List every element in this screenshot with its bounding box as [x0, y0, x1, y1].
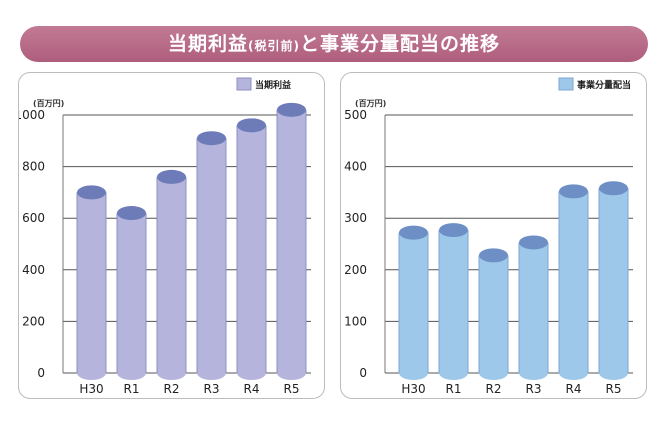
y-tick-label: 200: [344, 263, 367, 277]
bar-base: [479, 366, 508, 380]
bar-base: [117, 366, 146, 380]
x-tick-label: H30: [401, 382, 425, 396]
bar-body: [157, 176, 186, 373]
bar-base: [599, 366, 628, 380]
bar-top: [519, 235, 548, 250]
x-tick-label: H30: [79, 382, 103, 396]
bar-body: [77, 192, 106, 373]
y-tick-label: 400: [344, 160, 367, 174]
y-tick-label: 400: [22, 263, 45, 277]
bar: [156, 169, 187, 380]
bar-base: [399, 366, 428, 380]
bar: [76, 185, 107, 380]
bar-body: [237, 125, 266, 373]
bar-top: [479, 248, 508, 263]
y-tick-label: 0: [359, 366, 367, 380]
y-tick-label: 200: [22, 314, 45, 328]
bar-base: [237, 366, 266, 380]
profit-chart: (百万円) 0 200 400 600 800 1000 当期利益 H30 R1 R2 R3 R4 R5: [19, 77, 311, 396]
bar: [518, 235, 549, 380]
unit-label: (百万円): [355, 99, 386, 108]
x-tick-label: R1: [446, 382, 462, 396]
x-tick-label: R1: [124, 382, 140, 396]
bar-body: [399, 232, 428, 373]
title-main-1: 当期利益: [167, 33, 248, 55]
bar: [276, 102, 307, 380]
bar: [478, 248, 509, 380]
y-tick-label: 600: [22, 211, 45, 225]
x-tick-label: R4: [566, 382, 582, 396]
profit-chart-panel: (百万円) 0 200 400 600 800 1000 当期利益 H30 R1 R2 R3 R4 R5: [18, 72, 325, 399]
legend-label: 事業分量配当: [577, 79, 631, 91]
bar-base: [277, 366, 306, 380]
bar-top: [559, 184, 588, 199]
title-small: (税引前): [248, 39, 300, 53]
title-main-2: と事業分量配当の推移: [299, 33, 500, 55]
y-tick-label: 500: [344, 108, 367, 122]
bar: [438, 223, 469, 380]
bar-top: [197, 131, 226, 146]
y-tick-label: 0: [37, 366, 45, 380]
chart-title-banner: 当期利益(税引前)と事業分量配当の推移: [20, 26, 648, 62]
x-tick-label: R5: [606, 382, 622, 396]
x-tick-label: R2: [486, 382, 502, 396]
x-tick-label: R2: [164, 382, 180, 396]
bar-top: [77, 185, 106, 200]
bar-body: [117, 213, 146, 373]
dividend-chart: (百万円) 0 100 200 300 400 500 事業分量配当 H30 R1 R2 R3 R4 R5: [344, 77, 633, 396]
bar-base: [77, 366, 106, 380]
bar-body: [479, 255, 508, 373]
unit-label: (百万円): [33, 99, 64, 108]
bar-top: [157, 169, 186, 184]
x-tick-label: R3: [204, 382, 220, 396]
y-tick-label: 800: [22, 160, 45, 174]
bar-body: [197, 138, 226, 373]
bar-top: [399, 225, 428, 240]
bar-top: [439, 223, 468, 238]
y-tick-label: 300: [344, 211, 367, 225]
x-tick-label: R5: [284, 382, 300, 396]
bar: [558, 184, 589, 380]
bar-body: [277, 109, 306, 373]
bar-base: [559, 366, 588, 380]
bar-top: [277, 102, 306, 117]
y-tick-label: 100: [344, 314, 367, 328]
bar-base: [197, 366, 226, 380]
x-tick-label: R3: [526, 382, 542, 396]
bar-base: [157, 366, 186, 380]
bar: [236, 118, 267, 380]
bar: [398, 225, 429, 380]
dividend-chart-panel: (百万円) 0 100 200 300 400 500 事業分量配当 H30 R1 R2 R3 R4 R5: [340, 72, 647, 399]
bar: [116, 206, 147, 380]
bar-body: [599, 188, 628, 373]
bar-body: [439, 230, 468, 373]
bar-base: [439, 366, 468, 380]
x-tick-label: R4: [244, 382, 260, 396]
bar-top: [117, 206, 146, 221]
legend-swatch: [558, 77, 574, 91]
bar: [598, 181, 629, 380]
bar-body: [559, 191, 588, 373]
bar-top: [237, 118, 266, 133]
bar: [196, 131, 227, 380]
legend: 当期利益: [236, 77, 291, 91]
bar-top: [599, 181, 628, 196]
legend: 事業分量配当: [558, 77, 631, 91]
legend-label: 当期利益: [255, 79, 291, 91]
bar-body: [519, 242, 548, 373]
y-tick-label: 1000: [19, 108, 45, 122]
legend-swatch: [236, 77, 252, 91]
bar-base: [519, 366, 548, 380]
